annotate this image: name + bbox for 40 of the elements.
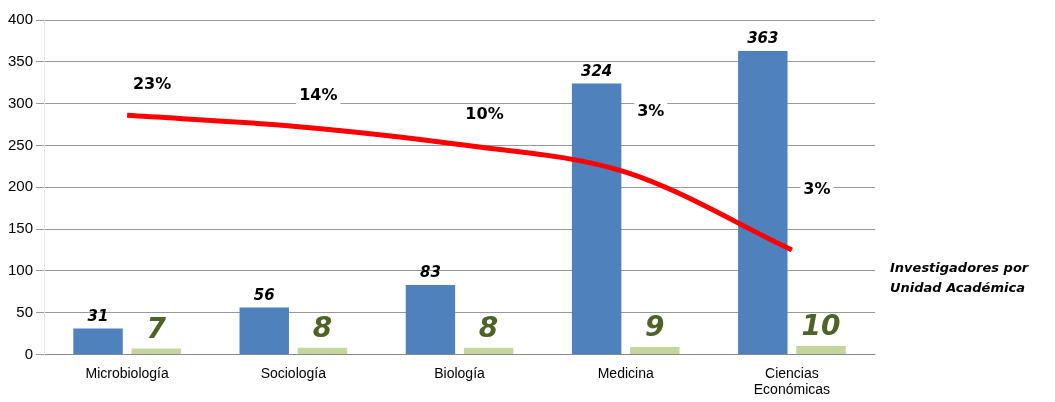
data-label: 10: [801, 309, 841, 343]
y-tick-label: 0: [24, 344, 34, 362]
data-label: 56: [253, 285, 275, 304]
x-tick-label: Ciencias Económicas: [753, 364, 831, 398]
data-label: 8: [478, 310, 499, 344]
y-tick-label: 400: [8, 10, 34, 28]
annotation: 23%: [132, 74, 172, 94]
text: Investigadores por Unidad Académica: [890, 259, 1030, 297]
data-label: 31: [87, 306, 109, 325]
x-tick-label: Microbiología: [85, 364, 169, 381]
x-tick-label: Biología: [434, 364, 486, 381]
annotation: 3%: [637, 101, 665, 121]
bar: [239, 307, 289, 354]
y-tick-label: 300: [8, 93, 34, 111]
bar: [738, 50, 788, 354]
data-label: 9: [645, 310, 665, 344]
bar: [463, 347, 514, 354]
bar: [571, 83, 622, 354]
y-tick-label: 200: [8, 177, 34, 195]
y-tick-label: 250: [8, 135, 34, 153]
data-label: 363: [747, 29, 779, 48]
data-label: 8: [312, 310, 333, 344]
bar: [405, 285, 456, 354]
bar: [73, 328, 123, 354]
data-label: 7: [146, 311, 167, 345]
y-tick-label: 100: [8, 260, 34, 278]
bar: [796, 346, 846, 354]
data-label: 83: [419, 263, 441, 282]
bar: [131, 348, 181, 354]
y-tick-label: 50: [16, 302, 34, 320]
y-tick-label: 150: [8, 219, 34, 237]
annotation: 3%: [803, 179, 831, 199]
x-tick-label: Medicina: [597, 364, 654, 381]
y-tick-label: 350: [8, 51, 34, 69]
x-tick-label: Sociología: [260, 364, 327, 381]
bar: [297, 347, 348, 354]
data-label: 324: [580, 61, 613, 80]
bar: [630, 346, 680, 354]
annotation: 14%: [299, 85, 338, 105]
annotation: 10%: [465, 103, 504, 123]
